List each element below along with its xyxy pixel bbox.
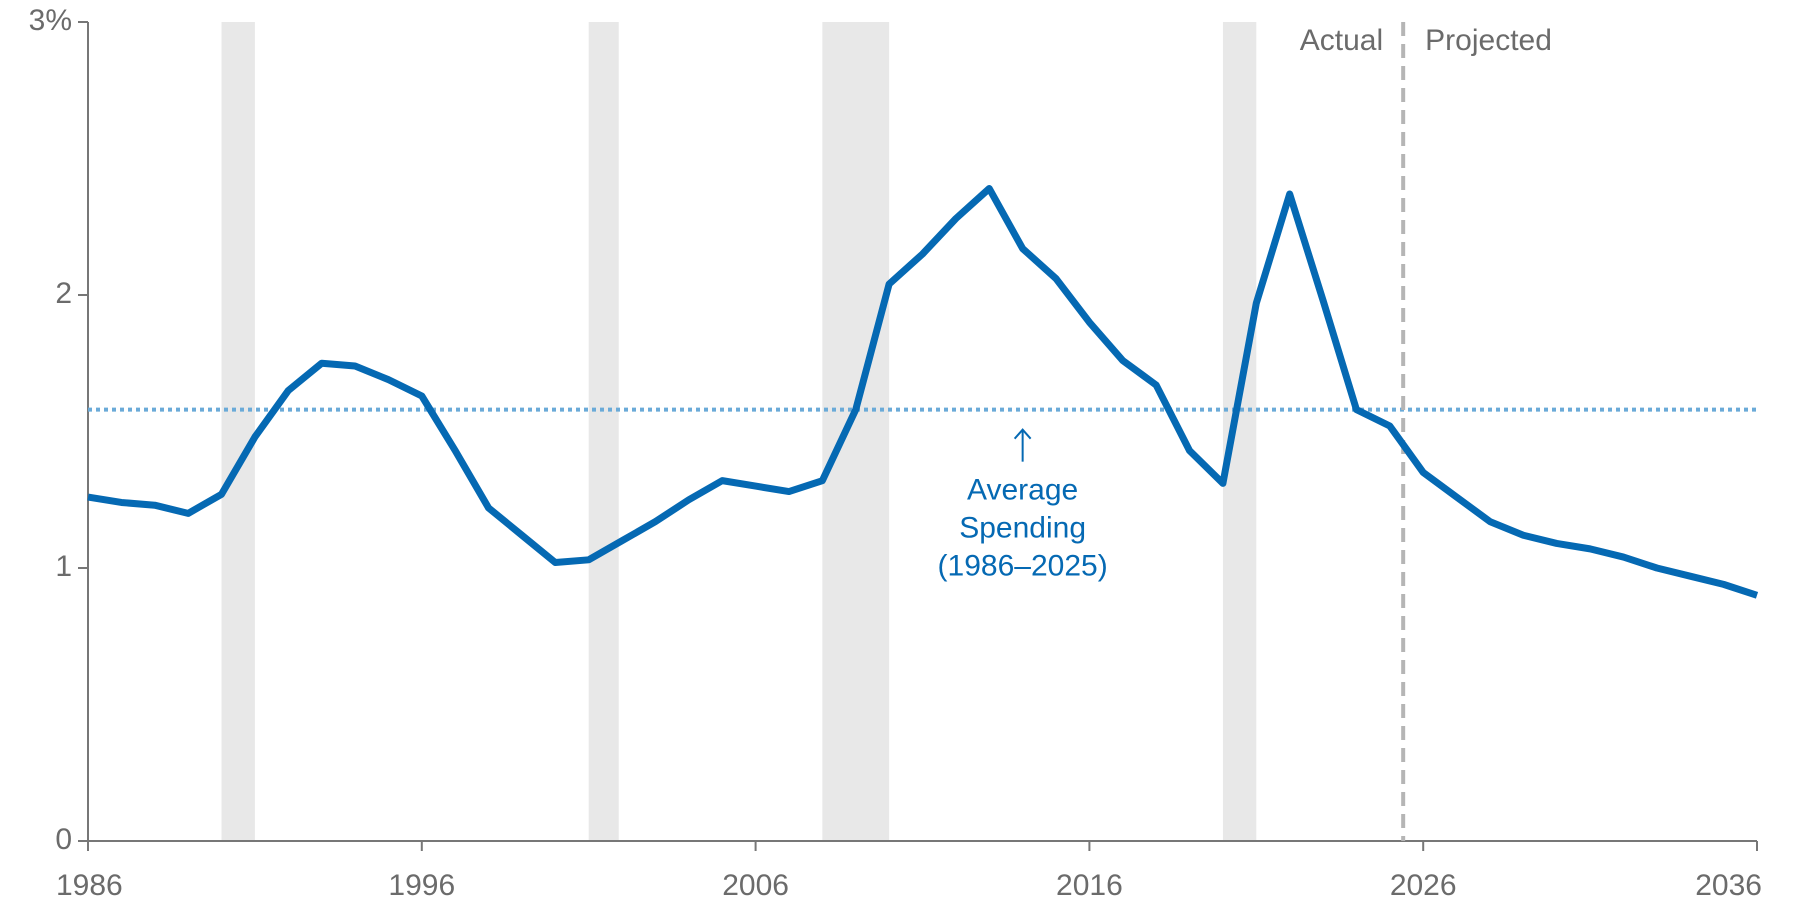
line-series bbox=[87, 185, 1759, 599]
y-tick-label: 3% bbox=[29, 4, 72, 37]
recession-band bbox=[588, 22, 619, 841]
x-tick-label: 2036 bbox=[1695, 869, 1762, 901]
average-label: (1986–2025) bbox=[938, 550, 1108, 583]
y-tick-label: 2 bbox=[55, 277, 72, 310]
x-tick-label: 1986 bbox=[56, 869, 123, 901]
x-tick-label: 2026 bbox=[1390, 869, 1457, 901]
divider-label: Projected bbox=[1425, 24, 1552, 57]
average-label: Spending bbox=[959, 512, 1086, 545]
x-tick-label: 1996 bbox=[388, 869, 455, 901]
recession-band bbox=[221, 22, 255, 841]
recession-band bbox=[1222, 22, 1257, 841]
y-tick-label: 1 bbox=[55, 550, 72, 583]
arrow-head bbox=[1013, 428, 1032, 440]
y-tick-label: 0 bbox=[55, 823, 72, 856]
x-tick-label: 2006 bbox=[722, 869, 789, 901]
divider-label: Actual bbox=[1300, 24, 1383, 57]
x-tick-label: 2016 bbox=[1056, 869, 1123, 901]
recession-band bbox=[822, 22, 890, 841]
average-label: Average bbox=[967, 474, 1078, 507]
